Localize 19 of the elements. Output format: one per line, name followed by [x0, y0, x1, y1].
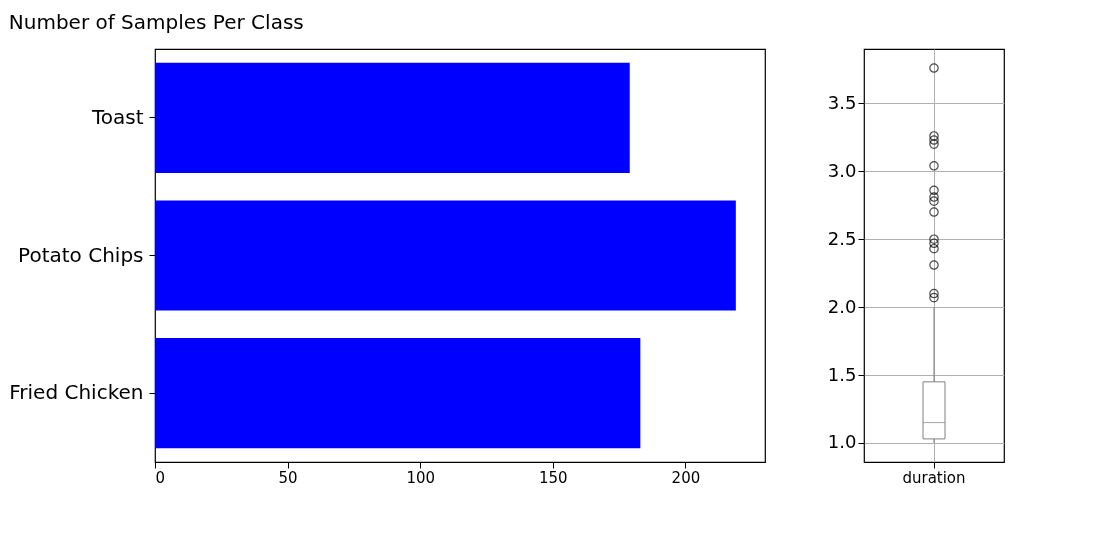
x-tick-label: 200: [671, 468, 701, 487]
x-tick-label: 50: [278, 468, 298, 487]
x-tick-label: duration: [902, 468, 966, 487]
y-tick-label: 1.5: [827, 363, 857, 385]
y-tick-label: 2.5: [827, 227, 857, 249]
y-tick-label: 1.0: [827, 431, 857, 453]
y-tick-label: Toast: [90, 104, 144, 129]
y-tick-label: 3.5: [827, 91, 857, 113]
x-tick-label: 0: [155, 468, 166, 487]
bar: [155, 62, 630, 173]
y-tick-label: Potato Chips: [18, 242, 144, 267]
bar: [155, 200, 736, 311]
x-tick-label: 150: [539, 468, 568, 487]
y-tick-label: 3.0: [827, 159, 857, 181]
chart-title: Number of Samples Per Class: [8, 10, 304, 34]
bar: [155, 338, 641, 449]
x-tick-label: 100: [406, 468, 436, 487]
y-tick-label: 2.0: [827, 295, 857, 317]
y-tick-label: Fried Chicken: [9, 380, 144, 405]
